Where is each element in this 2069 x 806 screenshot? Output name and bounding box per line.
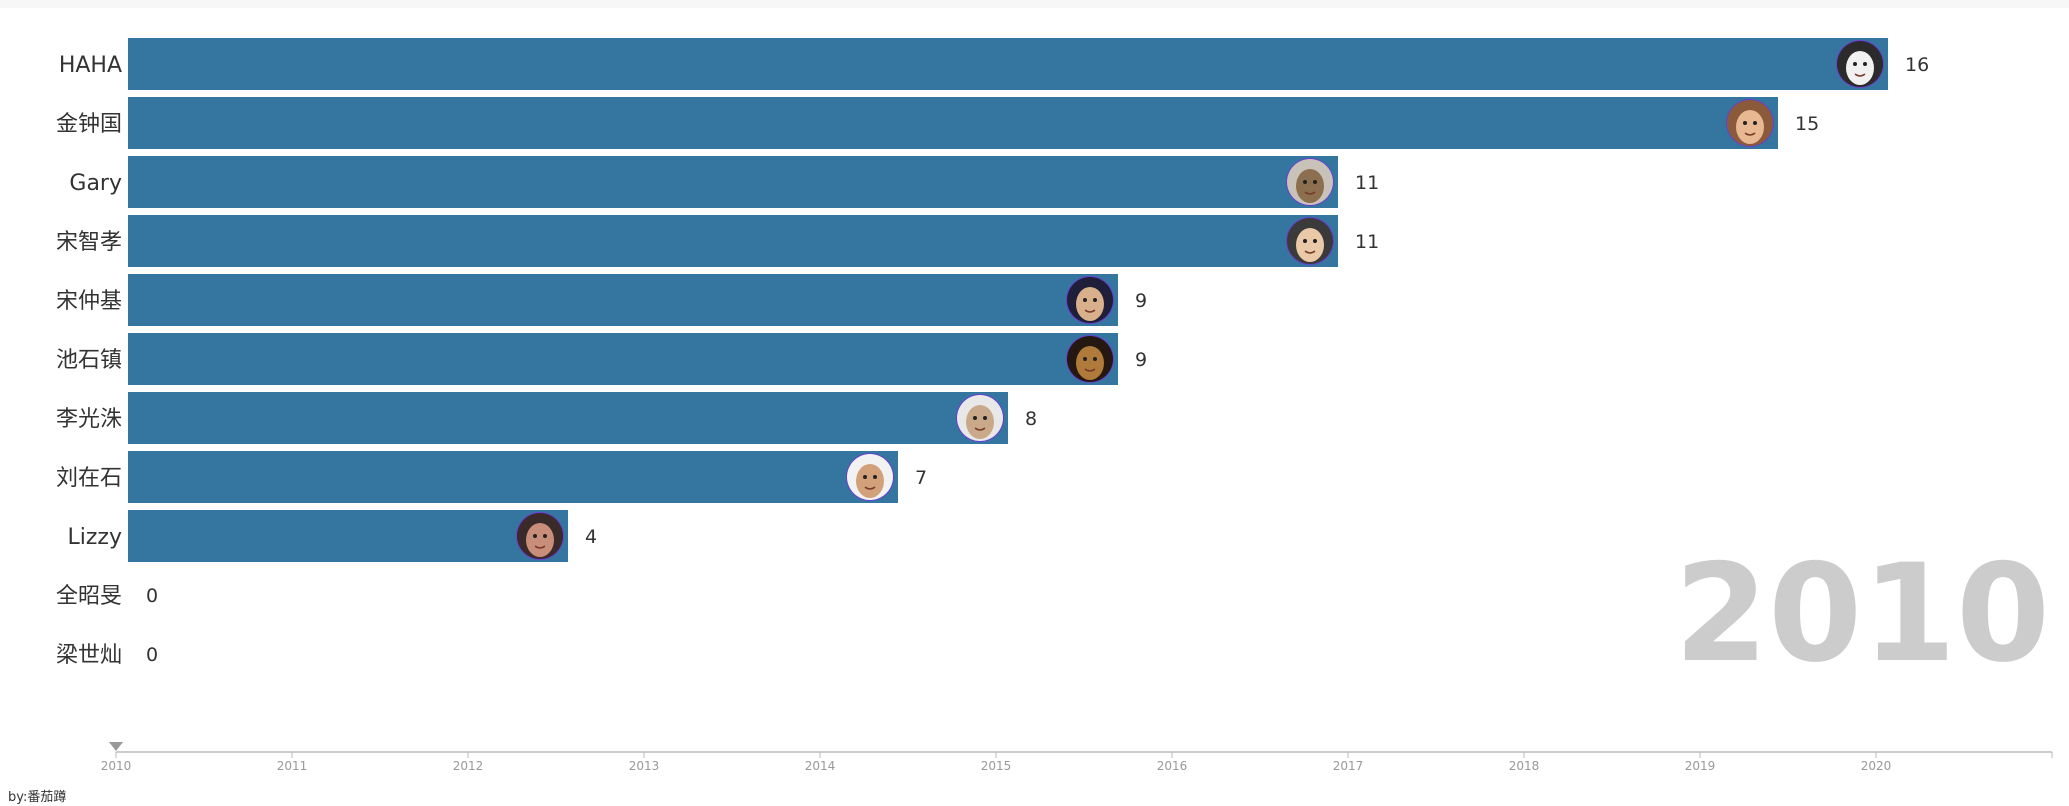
avatar-lizzy — [516, 512, 564, 560]
value-label: 9 — [1135, 349, 1147, 371]
category-label: 宋仲基 — [56, 289, 122, 314]
timeline-axis[interactable]: 2010 2011 2012 2013 2014 2015 2016 2017 2018 2019… — [101, 742, 2053, 773]
value-label: 7 — [915, 467, 927, 489]
value-label: 9 — [1135, 290, 1147, 312]
avatar-gary — [1286, 158, 1334, 206]
timeline-tick-label: 2010 — [101, 759, 132, 773]
value-label: 0 — [146, 585, 158, 607]
category-label: 梁世灿 — [56, 643, 122, 668]
timeline-tick-label: 2013 — [629, 759, 660, 773]
timeline-playhead-handle[interactable] — [109, 742, 123, 751]
bar — [128, 215, 1338, 267]
bar — [128, 510, 568, 562]
category-label: 宋智孝 — [56, 230, 122, 255]
category-label: 全昭旻 — [56, 584, 122, 609]
category-label: 李光洙 — [56, 407, 122, 432]
avatar-yoo-jaesuk — [846, 453, 894, 501]
bar — [128, 451, 898, 503]
avatar-lee-kwangsoo — [956, 394, 1004, 442]
avatar-song-joongki — [1066, 276, 1114, 324]
timeline-tick-label: 2017 — [1333, 759, 1364, 773]
timeline-tick-label: 2012 — [453, 759, 484, 773]
timeline-tick-label: 2020 — [1861, 759, 1892, 773]
timeline-tick-label: 2014 — [805, 759, 836, 773]
value-label: 0 — [146, 644, 158, 666]
category-label: 池石镇 — [56, 348, 122, 373]
bar — [128, 156, 1338, 208]
value-label: 8 — [1025, 408, 1037, 430]
bar — [128, 274, 1118, 326]
bar — [128, 392, 1008, 444]
bar — [128, 97, 1778, 149]
top-strip — [0, 0, 2069, 8]
avatar-kim-jongkook — [1726, 99, 1774, 147]
bar — [128, 38, 1888, 90]
timeline-tick-label: 2015 — [981, 759, 1012, 773]
timeline-tick-label: 2019 — [1685, 759, 1716, 773]
author-credit: by:番茄蹲 — [8, 790, 67, 805]
category-label: HAHA — [59, 53, 122, 78]
avatar-haha — [1836, 40, 1884, 88]
bar — [128, 333, 1118, 385]
timeline-tick-label: 2011 — [277, 759, 308, 773]
timeline-tick-label: 2018 — [1509, 759, 1540, 773]
category-label: 金钟国 — [56, 112, 122, 137]
value-label: 15 — [1795, 113, 1819, 135]
year-watermark: 2010 — [1674, 535, 2050, 692]
value-label: 4 — [585, 526, 597, 548]
category-label: Gary — [69, 171, 122, 196]
category-label: Lizzy — [68, 525, 122, 550]
value-label: 16 — [1905, 54, 1929, 76]
avatar-ji-sukjin — [1066, 335, 1114, 383]
value-label: 11 — [1355, 172, 1379, 194]
avatar-song-jihyo — [1286, 217, 1334, 265]
category-label: 刘在石 — [56, 466, 122, 491]
bars-group: HAHA 16 金钟国 15 Gary 11 宋智孝 11 宋仲基 9 池石镇 9 李光洙 8 刘在石 7 Li… — [56, 38, 1929, 668]
timeline-tick-label: 2016 — [1157, 759, 1188, 773]
value-label: 11 — [1355, 231, 1379, 253]
